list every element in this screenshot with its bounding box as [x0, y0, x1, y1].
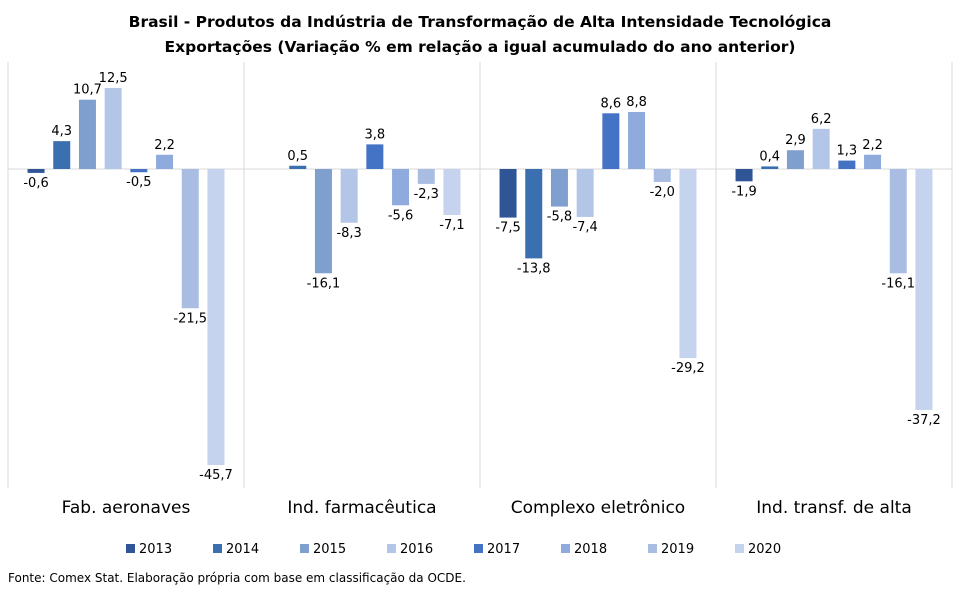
category-label: Ind. transf. de alta [756, 498, 912, 518]
data-label: -21,5 [173, 311, 207, 326]
legend-swatch [300, 544, 309, 553]
bar-2020 [679, 169, 697, 359]
legend-label: 2013 [139, 542, 172, 557]
bar-2013 [735, 169, 753, 182]
data-label: -7,5 [495, 221, 520, 236]
bar-2014 [761, 166, 779, 169]
bar-2016 [104, 88, 122, 169]
data-label: 0,4 [759, 149, 780, 164]
data-label: -13,8 [517, 261, 551, 276]
data-label: 3,8 [365, 127, 386, 142]
data-label: -8,3 [336, 226, 361, 241]
data-label: -2,3 [414, 187, 439, 202]
data-label: -0,6 [23, 176, 48, 191]
bar-2013 [27, 169, 45, 173]
data-label: 2,9 [785, 133, 806, 148]
bar-2014 [53, 141, 71, 169]
bar-2017 [130, 169, 148, 173]
data-label: -16,1 [881, 276, 915, 291]
bar-2019 [417, 169, 435, 184]
legend-swatch [387, 544, 396, 553]
bar-2019 [181, 169, 199, 309]
legend-swatch [648, 544, 657, 553]
data-label: -37,2 [907, 413, 941, 428]
category-label: Fab. aeronaves [62, 498, 191, 518]
legend-swatch [735, 544, 744, 553]
data-label: -1,9 [731, 184, 756, 199]
bar-2016 [812, 128, 830, 169]
data-label: 8,8 [626, 95, 647, 110]
bar-2017 [366, 144, 384, 169]
data-label: -0,5 [126, 175, 151, 190]
bar-2015 [78, 99, 96, 169]
bar-2018 [628, 112, 646, 169]
bar-2013 [499, 169, 517, 218]
bar-2018 [156, 154, 174, 169]
data-label: -45,7 [199, 468, 233, 483]
data-label: -2,0 [650, 185, 675, 200]
data-label: -7,1 [439, 218, 464, 233]
data-label: -7,4 [572, 220, 597, 235]
bar-2015 [550, 169, 568, 207]
legend-swatch [561, 544, 570, 553]
legend-swatch [126, 544, 135, 553]
data-label: 8,6 [601, 96, 622, 111]
bar-2020 [915, 169, 933, 410]
bar-2015 [314, 169, 332, 274]
legend-swatch [213, 544, 222, 553]
data-label: 1,3 [837, 144, 858, 159]
legend-label: 2018 [574, 542, 607, 557]
data-label: -29,2 [671, 361, 705, 376]
legend-label: 2016 [400, 542, 433, 557]
bar-2018 [392, 169, 410, 206]
legend-label: 2019 [661, 542, 694, 557]
bar-2020 [207, 169, 225, 465]
bar-2015 [786, 150, 804, 169]
category-label: Ind. farmacêutica [287, 498, 436, 518]
data-label: 10,7 [73, 83, 102, 98]
legend-label: 2020 [748, 542, 781, 557]
data-label: 2,2 [862, 138, 883, 153]
bar-2016 [576, 169, 594, 217]
bar-2019 [653, 169, 671, 182]
legend-label: 2015 [313, 542, 346, 557]
chart-title: Brasil - Produtos da Indústria de Transf… [128, 13, 832, 31]
data-label: 0,5 [287, 149, 308, 164]
bar-2017 [602, 113, 620, 169]
bar-2020 [443, 169, 461, 215]
chart-subtitle: Exportações (Variação % em relação a igu… [164, 38, 796, 56]
legend-swatch [474, 544, 483, 553]
bar-2014 [525, 169, 543, 259]
legend-label: 2014 [226, 542, 259, 557]
data-label: 4,3 [51, 124, 72, 139]
category-label: Complexo eletrônico [511, 498, 685, 518]
source-note: Fonte: Comex Stat. Elaboração própria co… [8, 571, 466, 585]
bar-2017 [838, 160, 856, 169]
data-label: -5,6 [388, 208, 413, 223]
legend-label: 2017 [487, 542, 520, 557]
bar-2016 [340, 169, 358, 223]
data-label: 12,5 [99, 71, 128, 86]
data-label: 2,2 [154, 138, 175, 153]
bar-2014 [289, 165, 307, 169]
bar-2018 [864, 154, 882, 169]
data-label: 6,2 [811, 112, 832, 127]
bar-2019 [889, 169, 907, 274]
data-label: -5,8 [547, 210, 572, 225]
data-label: -16,1 [307, 276, 341, 291]
